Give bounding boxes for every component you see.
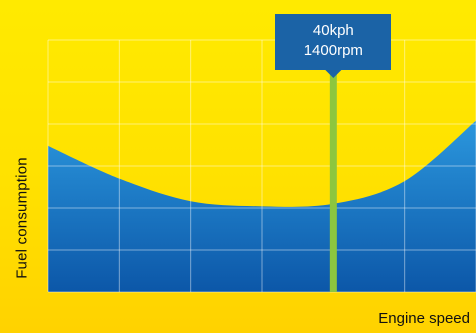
x-axis-label: Engine speed [378, 310, 470, 327]
annotation-box: 40kph 1400rpm [275, 14, 392, 70]
annotation-speed: 40kph [312, 22, 354, 39]
annotation-pointer [325, 70, 342, 78]
y-axis-label: Fuel consumption [13, 157, 31, 279]
annotation-rpm: 1400rpm [303, 42, 363, 59]
annotation-line [329, 66, 337, 292]
fuel-consumption-area [48, 120, 476, 292]
